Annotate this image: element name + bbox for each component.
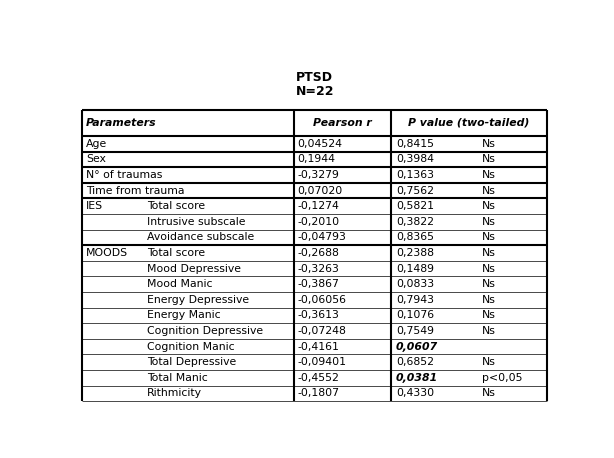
Text: 0,7549: 0,7549 — [396, 326, 434, 336]
Text: -0,3867: -0,3867 — [298, 279, 340, 289]
Text: -0,1807: -0,1807 — [298, 388, 340, 398]
Text: 0,1489: 0,1489 — [396, 264, 434, 274]
Text: -0,4552: -0,4552 — [298, 373, 340, 383]
Text: 0,1363: 0,1363 — [396, 170, 434, 180]
Text: Energy Manic: Energy Manic — [147, 311, 220, 321]
Text: -0,06056: -0,06056 — [298, 295, 346, 305]
Text: 0,3984: 0,3984 — [396, 154, 434, 164]
Text: Cognition Manic: Cognition Manic — [147, 342, 235, 352]
Text: Ns: Ns — [481, 357, 495, 367]
Text: -0,3279: -0,3279 — [298, 170, 340, 180]
Text: Rithmicity: Rithmicity — [147, 388, 202, 398]
Text: Total score: Total score — [147, 201, 205, 211]
Text: Ns: Ns — [481, 170, 495, 180]
Text: 0,0833: 0,0833 — [396, 279, 434, 289]
Text: Time from trauma: Time from trauma — [86, 185, 184, 196]
Text: N=22: N=22 — [295, 86, 334, 98]
Text: Mood Manic: Mood Manic — [147, 279, 212, 289]
Text: -0,4161: -0,4161 — [298, 342, 340, 352]
Text: 0,7943: 0,7943 — [396, 295, 434, 305]
Text: 0,0607: 0,0607 — [396, 342, 438, 352]
Text: 0,8415: 0,8415 — [396, 139, 434, 149]
Text: 0,7562: 0,7562 — [396, 185, 434, 196]
Text: -0,2688: -0,2688 — [298, 248, 340, 258]
Text: -0,1274: -0,1274 — [298, 201, 340, 211]
Text: -0,04793: -0,04793 — [298, 233, 346, 242]
Text: 0,04524: 0,04524 — [298, 139, 343, 149]
Text: Ns: Ns — [481, 217, 495, 227]
Text: 0,6852: 0,6852 — [396, 357, 434, 367]
Text: Ns: Ns — [481, 233, 495, 242]
Text: Ns: Ns — [481, 311, 495, 321]
Text: -0,07248: -0,07248 — [298, 326, 346, 336]
Text: 0,1944: 0,1944 — [298, 154, 336, 164]
Text: Ns: Ns — [481, 154, 495, 164]
Text: N° of traumas: N° of traumas — [86, 170, 162, 180]
Text: Ns: Ns — [481, 139, 495, 149]
Text: PTSD: PTSD — [296, 71, 333, 84]
Text: Ns: Ns — [481, 248, 495, 258]
Text: IES: IES — [86, 201, 103, 211]
Text: 0,4330: 0,4330 — [396, 388, 434, 398]
Text: Mood Depressive: Mood Depressive — [147, 264, 241, 274]
Text: 0,5821: 0,5821 — [396, 201, 434, 211]
Text: Ns: Ns — [481, 326, 495, 336]
Text: 0,2388: 0,2388 — [396, 248, 434, 258]
Text: Total Manic: Total Manic — [147, 373, 208, 383]
Text: 0,8365: 0,8365 — [396, 233, 434, 242]
Text: Avoidance subscale: Avoidance subscale — [147, 233, 254, 242]
Text: Ns: Ns — [481, 279, 495, 289]
Text: Parameters: Parameters — [86, 118, 157, 128]
Text: Ns: Ns — [481, 185, 495, 196]
Text: 0,0381: 0,0381 — [396, 373, 438, 383]
Text: Cognition Depressive: Cognition Depressive — [147, 326, 263, 336]
Text: P value (two-tailed): P value (two-tailed) — [408, 118, 530, 128]
Text: Intrusive subscale: Intrusive subscale — [147, 217, 245, 227]
Text: Energy Depressive: Energy Depressive — [147, 295, 249, 305]
Text: -0,3613: -0,3613 — [298, 311, 340, 321]
Text: -0,3263: -0,3263 — [298, 264, 340, 274]
Text: Ns: Ns — [481, 264, 495, 274]
Text: Pearson r: Pearson r — [313, 118, 372, 128]
Text: Ns: Ns — [481, 295, 495, 305]
Text: Ns: Ns — [481, 388, 495, 398]
Text: Ns: Ns — [481, 201, 495, 211]
Text: -0,2010: -0,2010 — [298, 217, 340, 227]
Text: 0,3822: 0,3822 — [396, 217, 434, 227]
Text: Sex: Sex — [86, 154, 106, 164]
Text: Total score: Total score — [147, 248, 205, 258]
Text: 0,1076: 0,1076 — [396, 311, 434, 321]
Text: -0,09401: -0,09401 — [298, 357, 346, 367]
Text: p<0,05: p<0,05 — [481, 373, 522, 383]
Text: MOODS: MOODS — [86, 248, 128, 258]
Text: 0,07020: 0,07020 — [298, 185, 343, 196]
Text: Age: Age — [86, 139, 107, 149]
Text: Total Depressive: Total Depressive — [147, 357, 236, 367]
